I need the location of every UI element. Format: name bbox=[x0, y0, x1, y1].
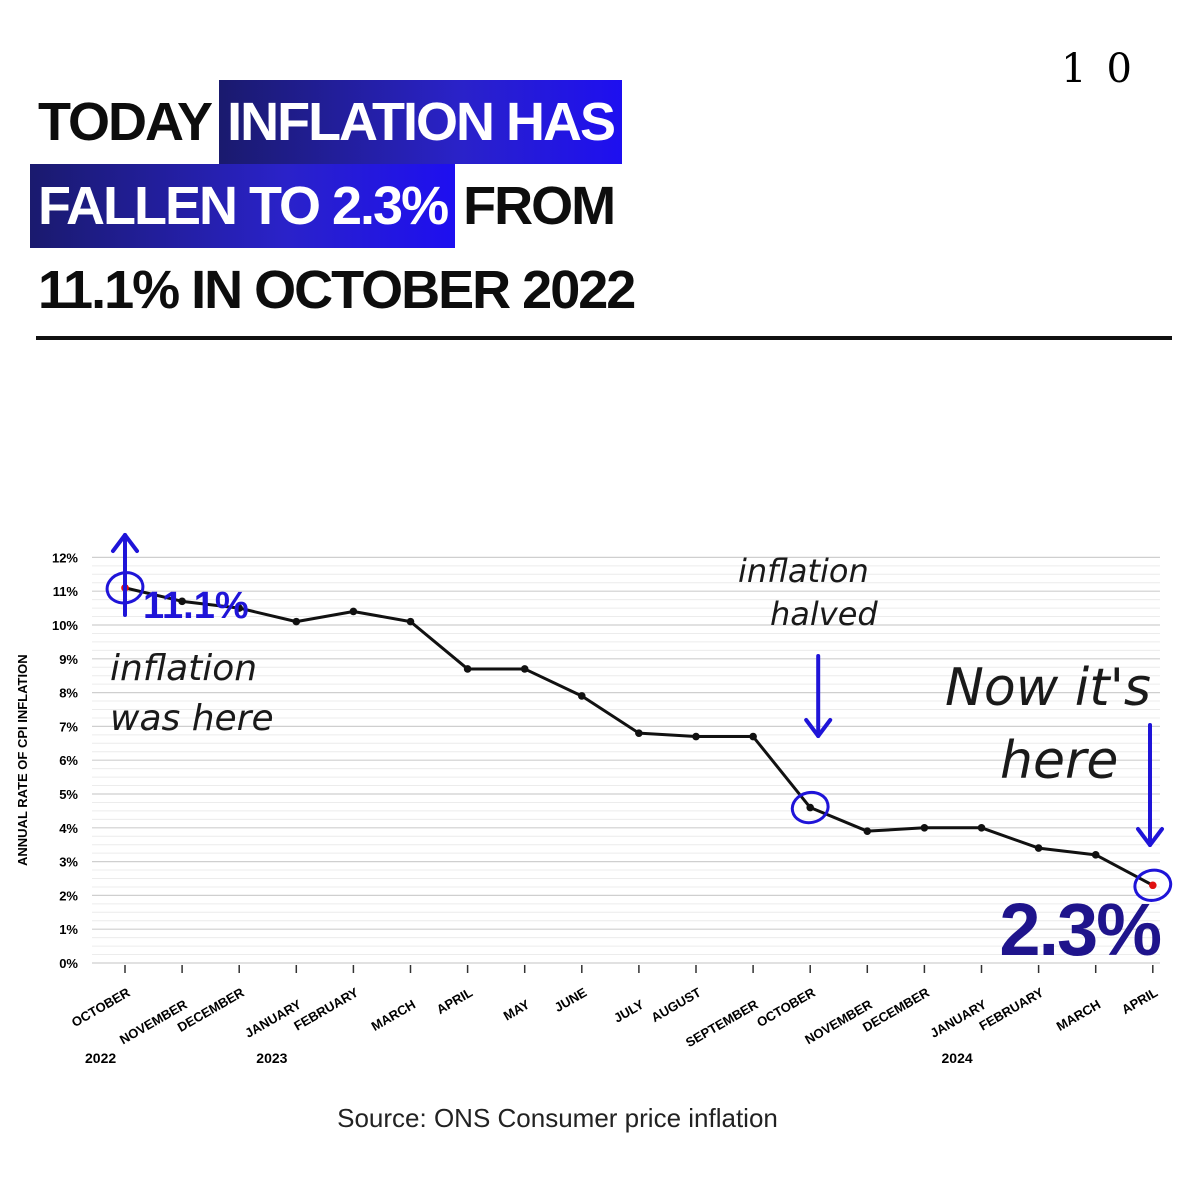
y-tick-label: 0% bbox=[59, 956, 78, 971]
y-tick-label: 2% bbox=[59, 888, 78, 903]
x-tick-label: JUNE bbox=[552, 984, 590, 1014]
data-point bbox=[349, 607, 358, 616]
headline-segment: FALLEN TO 2.3% bbox=[30, 164, 456, 248]
year-label: 2022 bbox=[85, 1050, 116, 1066]
headline: TODAY INFLATION HAS FALLEN TO 2.3% FROM … bbox=[30, 80, 930, 332]
y-tick-label: 8% bbox=[59, 686, 78, 701]
y-tick-label: 4% bbox=[59, 821, 78, 836]
data-point bbox=[749, 732, 757, 741]
x-tick-label: OCTOBER bbox=[754, 984, 818, 1030]
start-arrow-head bbox=[111, 533, 139, 553]
x-tick-label: APRIL bbox=[434, 985, 475, 1018]
y-tick-label: 10% bbox=[52, 618, 78, 633]
headline-segment: INFLATION HAS bbox=[219, 80, 623, 164]
headline-line-3: 11.1% IN OCTOBER 2022 bbox=[30, 248, 930, 332]
headline-divider bbox=[36, 336, 1172, 340]
x-tick-label: MARCH bbox=[369, 997, 418, 1034]
end-note-line: Now it's bbox=[945, 658, 1151, 718]
start-note-line: inflation bbox=[110, 648, 257, 689]
x-tick-label: APRIL bbox=[1119, 985, 1160, 1018]
highlight-circle bbox=[790, 790, 830, 825]
x-tick-label: SEPTEMBER bbox=[683, 996, 761, 1050]
start-value-label: 11.1% bbox=[143, 585, 249, 627]
y-tick-label: 1% bbox=[59, 922, 78, 937]
data-point bbox=[692, 732, 700, 741]
y-axis-label: ANNUAL RATE OF CPI INFLATION bbox=[15, 654, 30, 866]
y-tick-label: 3% bbox=[59, 855, 78, 870]
data-point bbox=[635, 729, 643, 737]
y-tick-label: 11% bbox=[53, 584, 79, 599]
headline-segment: 11.1% IN OCTOBER 2022 bbox=[38, 260, 636, 320]
source-note: Source: ONS Consumer price inflation bbox=[337, 1103, 778, 1133]
data-point bbox=[1034, 844, 1043, 852]
end-note-line: here bbox=[1000, 731, 1118, 791]
data-point bbox=[292, 617, 301, 626]
end-arrow-head bbox=[1136, 827, 1164, 847]
data-point bbox=[463, 665, 472, 673]
mid-arrow-head bbox=[804, 718, 833, 738]
year-label: 2023 bbox=[256, 1050, 287, 1066]
x-tick-label: MARCH bbox=[1054, 997, 1103, 1034]
data-point bbox=[1091, 851, 1100, 859]
headline-line-2: FALLEN TO 2.3% FROM bbox=[30, 164, 930, 248]
highlight-circle bbox=[105, 571, 145, 605]
brand-logo: 10 bbox=[1061, 46, 1152, 92]
data-point bbox=[520, 665, 529, 673]
data-point bbox=[578, 692, 586, 700]
inflation-line-chart: 0% 1% 2% 3% 4% 5% 6% 7% 8% 9% 10% 11% 12% ANNUAL RATE… bbox=[15, 533, 1173, 1066]
y-tick-label: 7% bbox=[59, 719, 78, 734]
y-tick-label: 5% bbox=[59, 787, 78, 802]
data-point bbox=[1149, 881, 1157, 890]
y-tick-label: 12% bbox=[52, 550, 78, 565]
data-point bbox=[977, 824, 986, 832]
x-tick-label: OCTOBER bbox=[69, 984, 133, 1030]
headline-line-1: TODAY INFLATION HAS bbox=[30, 80, 930, 164]
x-tick-label: JULY bbox=[611, 996, 647, 1025]
x-tick-label: AUGUST bbox=[648, 985, 703, 1025]
start-note-line: was here bbox=[110, 698, 274, 739]
x-tick-label: MAY bbox=[501, 996, 533, 1023]
data-point bbox=[863, 827, 872, 835]
mid-note-line: halved bbox=[770, 595, 878, 633]
data-point bbox=[235, 604, 243, 612]
y-tick-label: 9% bbox=[59, 652, 78, 667]
headline-segment: TODAY bbox=[38, 92, 213, 152]
end-value-label: 2.3% bbox=[999, 888, 1160, 971]
data-point bbox=[178, 597, 186, 606]
mid-note-line: inflation bbox=[738, 552, 869, 590]
data-point bbox=[406, 617, 415, 626]
y-tick-label: 6% bbox=[59, 753, 78, 768]
data-point bbox=[806, 803, 814, 812]
highlight-circle bbox=[1133, 868, 1173, 902]
year-label: 2024 bbox=[942, 1050, 973, 1066]
data-point bbox=[920, 824, 929, 832]
headline-segment: FROM bbox=[463, 176, 616, 236]
